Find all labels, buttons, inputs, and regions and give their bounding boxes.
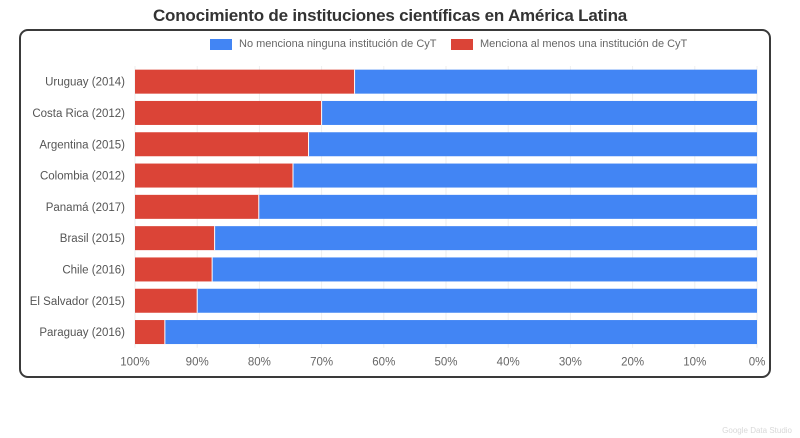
legend: No menciona ninguna institución de CyT M…: [0, 38, 800, 54]
legend-item-menciona[interactable]: Menciona al menos una institución de CyT: [451, 38, 687, 50]
bar-no-menciona: [292, 163, 757, 188]
category-label: Paraguay (2016): [39, 327, 125, 339]
bar-menciona: [135, 288, 198, 313]
bar-menciona: [135, 163, 293, 188]
bar-no-menciona: [212, 257, 758, 282]
bar-no-menciona: [321, 100, 757, 125]
x-tick-label: 50%: [434, 357, 457, 369]
bar-menciona: [135, 194, 259, 219]
x-tick-label: 30%: [559, 357, 582, 369]
category-label: Uruguay (2014): [45, 77, 125, 89]
x-tick-label: 80%: [248, 357, 271, 369]
bar-no-menciona: [164, 320, 757, 345]
x-tick-label: 70%: [310, 357, 333, 369]
x-tick-label: 20%: [621, 357, 644, 369]
chart-title: Conocimiento de instituciones científica…: [152, 6, 628, 25]
x-tick-label: 90%: [186, 357, 209, 369]
bar-no-menciona: [197, 288, 757, 313]
bar-no-menciona: [308, 132, 757, 157]
bar-menciona: [135, 226, 215, 251]
category-label: Chile (2016): [62, 264, 125, 276]
category-label: Argentina (2015): [39, 139, 125, 151]
x-tick-label: 10%: [683, 357, 706, 369]
bar-menciona: [135, 320, 165, 345]
category-label: Costa Rica (2012): [32, 108, 125, 120]
x-tick-label: 40%: [497, 357, 520, 369]
category-label: El Salvador (2015): [30, 296, 125, 308]
category-label: Brasil (2015): [60, 233, 125, 245]
category-label: Colombia (2012): [40, 171, 125, 183]
chart-frame: [19, 29, 771, 378]
bar-menciona: [135, 100, 322, 125]
bar-no-menciona: [354, 69, 757, 94]
x-tick-label: 100%: [120, 357, 149, 369]
bar-menciona: [135, 69, 355, 94]
category-label: Panamá (2017): [46, 202, 125, 214]
bar-menciona: [135, 257, 213, 282]
x-tick-label: 60%: [372, 357, 395, 369]
bar-no-menciona: [214, 226, 758, 251]
legend-item-no-menciona[interactable]: No menciona ninguna institución de CyT: [210, 38, 437, 50]
legend-label: Menciona al menos una institución de CyT: [480, 38, 688, 50]
bar-menciona: [135, 132, 309, 157]
x-tick-label: 0%: [749, 357, 766, 369]
legend-swatch-blue: [210, 38, 232, 50]
legend-label: No menciona ninguna institución de CyT: [239, 38, 437, 50]
bar-no-menciona: [258, 194, 757, 219]
legend-swatch-red: [451, 38, 473, 50]
watermark: Google Data Studio: [722, 426, 792, 435]
